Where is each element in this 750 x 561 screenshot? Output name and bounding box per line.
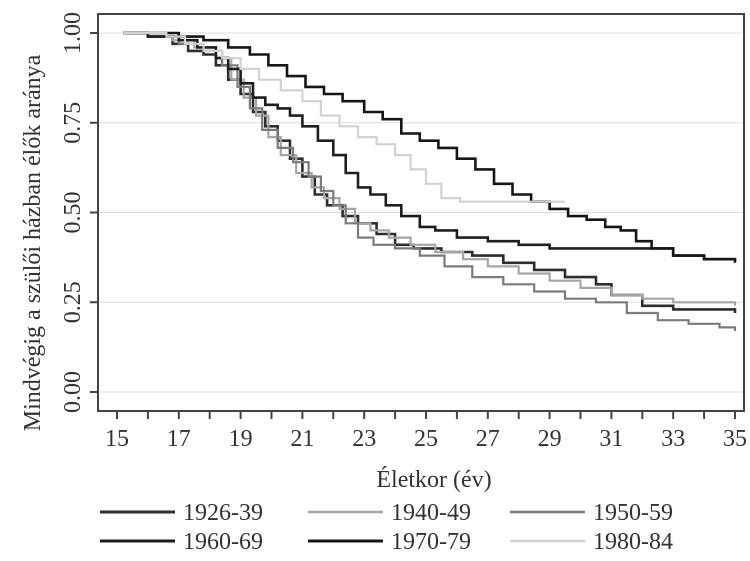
x-tick-label: 17 (167, 426, 191, 452)
y-tick-label: 0.75 (60, 102, 86, 144)
series-lines (123, 31, 737, 331)
legend-label: 1960-69 (183, 529, 263, 555)
legend-label: 1980-84 (593, 529, 673, 555)
x-tick-label: 15 (105, 426, 129, 452)
x-tick-label: 33 (661, 426, 685, 452)
y-tick-label: 0.50 (60, 192, 86, 234)
series-line-1980-84 (123, 31, 565, 203)
series-line-1960-69 (123, 31, 735, 261)
series-line-1950-59 (123, 31, 737, 331)
y-axis: 0.00 0.25 0.50 0.75 1.00 (60, 12, 98, 413)
series-line-1970-79 (123, 31, 737, 263)
y-tick-label: 0.00 (60, 371, 86, 413)
y-axis-label: Mindvégig a szülői házban élők aránya (20, 54, 46, 431)
x-tick-label: 21 (290, 426, 314, 452)
legend-label: 1926-39 (183, 500, 263, 526)
x-tick-label: 27 (476, 426, 500, 452)
x-axis-label: Életkor (év) (376, 467, 491, 493)
legend-label: 1970-79 (391, 529, 471, 555)
grid-lines (98, 32, 744, 393)
legend: 1926-39 1940-49 1950-59 1960-69 1970-79 1980-… (100, 500, 673, 555)
x-tick-label: 25 (414, 426, 438, 452)
series-line-1940-49 (123, 31, 737, 306)
x-tick-label: 23 (352, 426, 376, 452)
x-tick-label: 35 (723, 426, 747, 452)
x-tick-label: 29 (538, 426, 562, 452)
x-tick-label: 31 (599, 426, 623, 452)
y-tick-label: 1.00 (60, 12, 86, 54)
series-line-1926-39 (123, 31, 737, 313)
legend-label: 1940-49 (391, 500, 471, 526)
legend-label: 1950-59 (593, 500, 673, 526)
y-tick-label: 0.25 (60, 281, 86, 323)
x-axis: 15 17 19 21 23 25 27 29 31 33 35 (105, 411, 747, 452)
x-tick-label: 19 (229, 426, 253, 452)
